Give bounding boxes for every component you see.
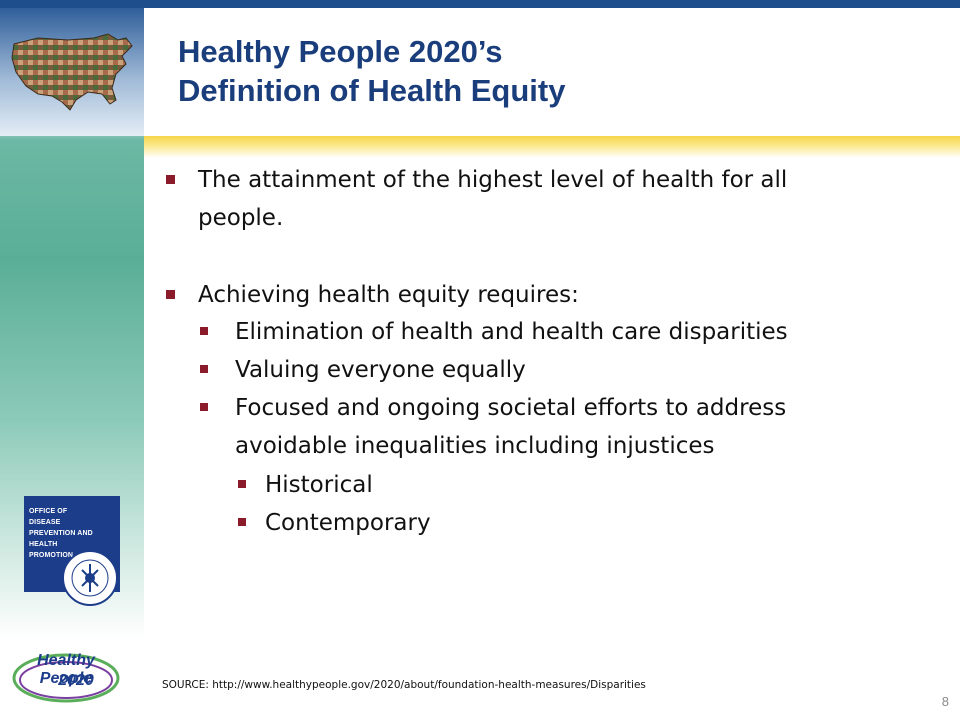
sub-bullet-text: Elimination of health and health care di… <box>235 319 788 345</box>
slide-title: Healthy People 2020’s Definition of Heal… <box>178 32 898 110</box>
square-bullet-icon <box>238 480 246 488</box>
odphp-line: OFFICE OF <box>29 508 68 515</box>
healthy-people-logo-name: Healthy People <box>37 652 95 687</box>
sub-bullet-item: Elimination of health and health care di… <box>200 313 900 351</box>
slide-title-line-2: Definition of Health Equity <box>178 73 566 108</box>
yellow-divider <box>144 136 960 158</box>
public-health-seal-icon <box>62 550 118 606</box>
usa-map-icon <box>11 33 133 111</box>
odphp-line: HEALTH <box>29 541 58 548</box>
page-number: 8 <box>941 694 949 709</box>
sub-sub-bullet-item: Contemporary <box>238 504 738 542</box>
sub-bullet-text: Focused and ongoing societal efforts to … <box>235 395 787 459</box>
source-label: SOURCE: <box>162 679 209 691</box>
healthy-people-logo-year: 2020 <box>58 672 94 689</box>
sub-sub-bullet-text: Historical <box>265 472 373 498</box>
sub-bullet-item: Focused and ongoing societal efforts to … <box>200 389 860 465</box>
source-url[interactable]: http://www.healthypeople.gov/2020/about/… <box>212 679 646 691</box>
square-bullet-icon <box>166 290 175 299</box>
square-bullet-icon <box>200 327 208 335</box>
sub-bullet-text: Valuing everyone equally <box>235 357 526 383</box>
odphp-line: PROMOTION <box>29 552 74 559</box>
odphp-line: DISEASE <box>29 519 61 526</box>
square-bullet-icon <box>166 175 175 184</box>
bullet-item: The attainment of the highest level of h… <box>166 161 866 237</box>
odphp-line: PREVENTION AND <box>29 530 93 537</box>
source-citation: SOURCE: http://www.healthypeople.gov/202… <box>162 679 646 691</box>
sub-bullet-item: Valuing everyone equally <box>200 351 900 389</box>
title-band <box>144 8 960 136</box>
slide-title-line-1: Healthy People 2020’s <box>178 34 503 69</box>
bullet-text: The attainment of the highest level of h… <box>198 167 788 231</box>
square-bullet-icon <box>200 365 208 373</box>
sub-sub-bullet-text: Contemporary <box>265 510 431 536</box>
bullet-item: Achieving health equity requires: <box>166 276 866 314</box>
usa-map-collage <box>0 8 144 136</box>
square-bullet-icon <box>238 518 246 526</box>
odphp-logo-text: OFFICE OF DISEASE PREVENTION AND HEALTH … <box>29 506 119 561</box>
sub-sub-bullet-item: Historical <box>238 466 738 504</box>
bullet-text: Achieving health equity requires: <box>198 282 579 308</box>
healthy-people-logo-icon <box>12 653 120 703</box>
square-bullet-icon <box>200 403 208 411</box>
top-accent-bar <box>0 0 960 8</box>
